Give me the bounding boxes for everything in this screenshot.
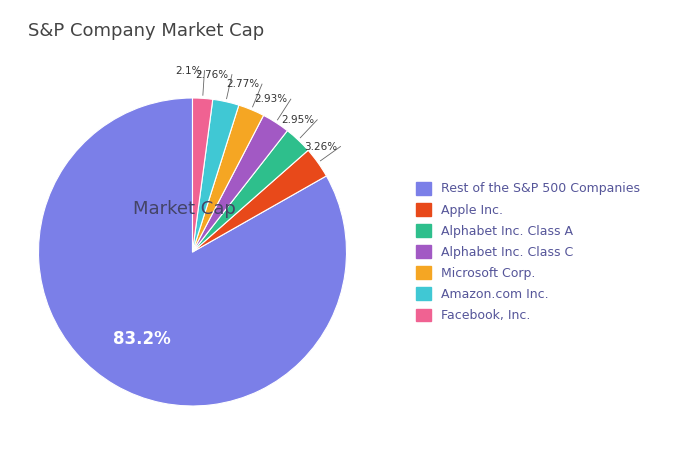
Text: 2.76%: 2.76%	[196, 70, 229, 80]
Wedge shape	[38, 98, 346, 406]
Text: 2.95%: 2.95%	[281, 115, 314, 125]
Text: 3.26%: 3.26%	[304, 142, 337, 152]
Text: 83.2%: 83.2%	[113, 329, 171, 347]
Wedge shape	[193, 99, 239, 252]
Wedge shape	[193, 98, 213, 252]
Wedge shape	[193, 130, 308, 252]
Text: S&P Company Market Cap: S&P Company Market Cap	[28, 22, 265, 40]
Text: 2.1%: 2.1%	[175, 66, 202, 76]
Text: 2.93%: 2.93%	[255, 94, 288, 104]
Wedge shape	[193, 150, 326, 252]
Text: 2.77%: 2.77%	[226, 79, 259, 89]
Wedge shape	[193, 105, 264, 252]
Wedge shape	[193, 115, 288, 252]
Text: Market Cap: Market Cap	[134, 200, 236, 218]
Legend: Rest of the S&P 500 Companies, Apple Inc., Alphabet Inc. Class A, Alphabet Inc. : Rest of the S&P 500 Companies, Apple Inc…	[410, 177, 645, 327]
